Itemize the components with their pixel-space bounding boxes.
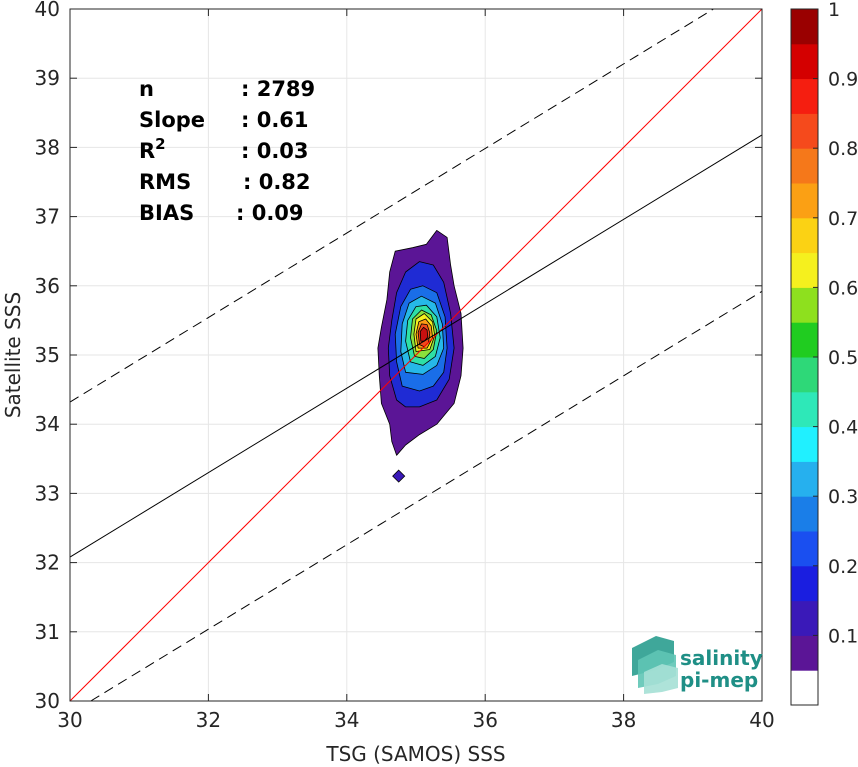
colorbar-tick-label-0: 0.1	[828, 625, 858, 647]
y-tick-label-8: 38	[35, 135, 60, 159]
stat-value-1: : 0.61	[241, 108, 309, 132]
y-tick-label-4: 34	[35, 412, 60, 436]
stat-value-3: : 0.82	[243, 170, 311, 194]
y-tick-label-3: 33	[35, 481, 60, 505]
colorbar-swatch-5	[791, 496, 818, 532]
colorbar-swatch-10	[791, 322, 818, 358]
reference-line-fit	[69, 134, 763, 558]
colorbar-swatch-19	[791, 9, 818, 45]
colorbar-swatch-3	[791, 565, 818, 602]
colorbar-swatch-17	[791, 78, 818, 114]
x-tick-label-1: 32	[196, 708, 221, 732]
logo-mark-icon	[632, 636, 678, 694]
colorbar-swatch-11	[791, 287, 818, 323]
reference-line-1-1	[69, 8, 763, 702]
logo-line2: pi-mep	[680, 668, 758, 692]
colorbar-tick-label-9: 1	[828, 0, 840, 21]
stat-value-4: : 0.09	[236, 201, 304, 225]
y-tick-label-5: 35	[35, 343, 60, 367]
stat-label-0: n	[139, 77, 154, 101]
reference-line-upper	[69, 8, 714, 403]
y-axis-ticks: 30 31 32 33 34 35 36 37 38 39 40	[35, 0, 762, 713]
y-tick-label-0: 30	[35, 689, 60, 713]
stat-label-3: RMS	[139, 170, 191, 194]
colorbar-tick-label-6: 0.7	[828, 208, 858, 230]
x-axis-label: TSG (SAMOS) SSS	[325, 742, 505, 766]
colorbar-tick-label-4: 0.5	[828, 347, 858, 369]
y-tick-label-9: 39	[35, 66, 60, 90]
stat-value-2: : 0.03	[241, 139, 309, 163]
colorbar-swatch-13	[791, 217, 818, 254]
colorbar-swatch-8	[791, 391, 818, 428]
colorbar-swatch-2	[791, 600, 818, 636]
colorbar-swatch-18	[791, 43, 818, 80]
y-tick-label-6: 36	[35, 274, 60, 298]
reference-lines	[69, 8, 763, 702]
colorbar-tick-label-8: 0.9	[828, 69, 858, 91]
colorbar-swatch-16	[791, 113, 818, 149]
x-tick-label-4: 38	[611, 708, 636, 732]
reference-line-lower	[90, 290, 763, 702]
stat-label-1: Slope	[139, 108, 205, 132]
colorbar-swatch-9	[791, 357, 818, 393]
logo-line1: salinity	[680, 646, 763, 670]
colorbar-swatch-15	[791, 148, 818, 184]
colorbar-swatch-4	[791, 531, 818, 567]
salinity-pi-mep-logo: salinity pi-mep	[632, 636, 763, 694]
y-axis-label: Satellite SSS	[1, 292, 25, 418]
x-tick-label-3: 36	[472, 708, 497, 732]
colorbar-tick-label-3: 0.4	[828, 417, 858, 439]
colorbar-tick-label-2: 0.3	[828, 486, 858, 508]
y-tick-label-10: 40	[35, 0, 60, 21]
x-tick-label-2: 34	[334, 708, 359, 732]
x-tick-label-0: 30	[57, 708, 82, 732]
plot-area: 30 32 34 36 38 40 30 31 32 33 34 35 36 37 38 39 40	[35, 0, 775, 732]
colorbar-swatch-6	[791, 461, 818, 497]
outlier-blob	[392, 469, 406, 483]
colorbar-swatch-0	[791, 670, 818, 706]
colorbar-tick-label-7: 0.8	[828, 138, 858, 160]
colorbar-tick-label-5: 0.6	[828, 277, 858, 299]
y-tick-label-1: 31	[35, 620, 60, 644]
x-axis-ticks: 30 32 34 36 38 40	[57, 9, 775, 732]
colorbar-swatch-1	[791, 635, 818, 671]
y-tick-label-7: 37	[35, 205, 60, 229]
x-tick-label-5: 40	[749, 708, 774, 732]
colorbar-swatch-14	[791, 183, 818, 219]
stat-label-4: BIAS	[139, 201, 194, 225]
colorbar: 0.1 0.2 0.3 0.4 0.5 0.6 0.7 0.8 0.9 1	[790, 0, 858, 706]
colorbar-swatch-12	[791, 252, 818, 288]
stat-value-0: : 2789	[241, 77, 315, 101]
colorbar-swatch-7	[791, 426, 818, 462]
y-tick-label-2: 32	[35, 551, 60, 575]
colorbar-tick-label-1: 0.2	[828, 556, 858, 578]
